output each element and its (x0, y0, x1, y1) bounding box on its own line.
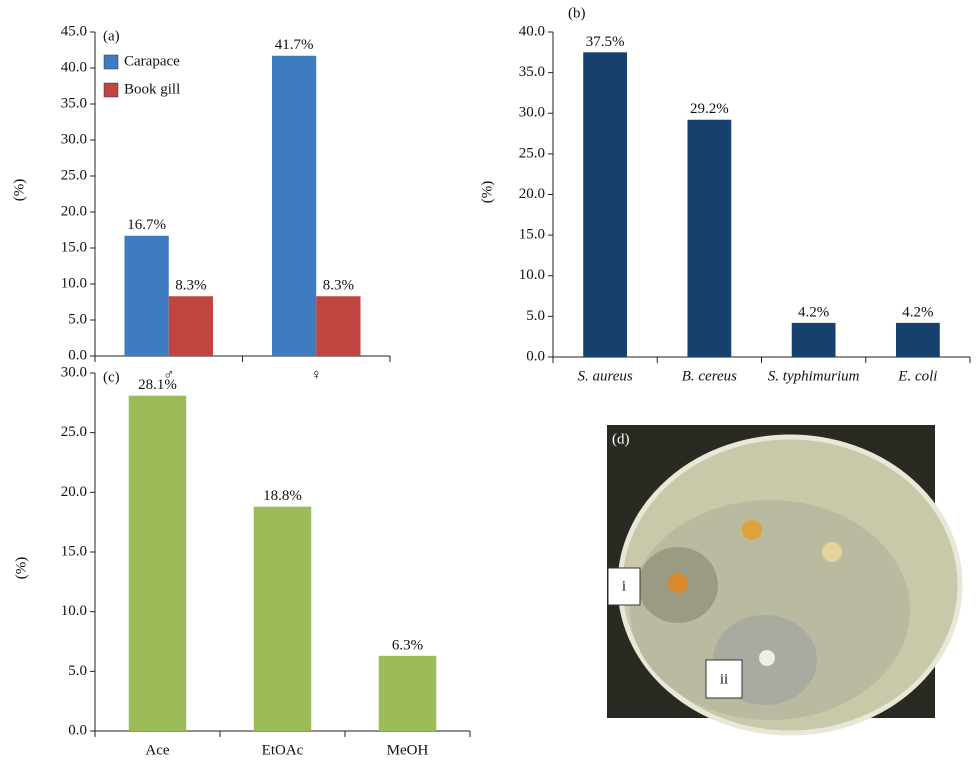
x-tick-label: B. cereus (682, 368, 737, 384)
bar (687, 120, 731, 357)
y-tick-label: 5.0 (68, 663, 87, 679)
bar (896, 323, 940, 357)
x-tick-label: Ace (145, 742, 169, 758)
y-axis-label: (%) (479, 181, 495, 204)
value-label: 8.3% (175, 278, 206, 294)
y-tick-label: 10.0 (61, 275, 87, 291)
y-tick-label: 35.0 (61, 95, 87, 111)
y-tick-label: 20.0 (519, 186, 545, 202)
marker-label: i (622, 578, 626, 594)
value-label: 41.7% (275, 37, 314, 53)
y-tick-label: 30.0 (519, 105, 545, 121)
bar (792, 323, 836, 357)
bar (316, 296, 360, 356)
panel-label: (d) (612, 431, 630, 447)
bar (272, 56, 316, 356)
y-tick-label: 15.0 (519, 227, 545, 243)
disc (668, 573, 688, 593)
y-tick-label: 20.0 (61, 484, 87, 500)
y-tick-label: 5.0 (526, 308, 545, 324)
bar (125, 236, 169, 356)
value-label: 18.8% (263, 488, 302, 504)
y-tick-label: 10.0 (61, 603, 87, 619)
value-label: 16.7% (127, 217, 166, 233)
value-label: 8.3% (323, 278, 354, 294)
y-axis-label: (%) (13, 557, 29, 580)
disc (742, 520, 762, 540)
photo-panel: (d) i ii (607, 425, 960, 733)
disc (822, 542, 842, 562)
x-tick-label: S. aureus (577, 368, 632, 384)
bar (129, 396, 187, 731)
y-tick-label: 0.0 (68, 347, 87, 363)
legend-swatch (104, 55, 118, 69)
x-tick-label: MeOH (387, 742, 429, 758)
y-axis-label: (%) (11, 179, 27, 202)
y-tick-label: 0.0 (526, 348, 545, 364)
y-tick-label: 0.0 (68, 722, 87, 738)
y-tick-label: 45.0 (61, 23, 87, 39)
value-label: 29.2% (690, 101, 729, 117)
marker-label: ii (720, 671, 728, 687)
y-tick-label: 30.0 (61, 364, 87, 380)
y-tick-label: 15.0 (61, 239, 87, 255)
legend-swatch (104, 83, 118, 97)
value-label: 6.3% (392, 637, 423, 653)
panel-label: (c) (103, 369, 120, 385)
x-tick-label: E. coli (897, 368, 937, 384)
y-tick-label: 25.0 (519, 145, 545, 161)
bar (169, 296, 213, 356)
y-tick-label: 40.0 (519, 23, 545, 39)
value-label: 28.1% (138, 377, 177, 393)
y-tick-label: 15.0 (61, 543, 87, 559)
x-tick-label: S. typhimurium (768, 368, 860, 384)
figure: (d) i ii 0.0 5.0 10.0 15.0 20.0 25.0 30.0 35.0 4… (0, 0, 976, 765)
y-tick-label: 30.0 (61, 131, 87, 147)
y-tick-label: 35.0 (519, 64, 545, 80)
y-tick-label: 10.0 (519, 267, 545, 283)
y-tick-label: 20.0 (61, 203, 87, 219)
bar (583, 52, 627, 357)
bar (379, 656, 437, 731)
legend-label: Book gill (124, 81, 180, 97)
value-label: 37.5% (586, 34, 625, 50)
panel-label: (b) (568, 5, 586, 21)
y-tick-label: 25.0 (61, 424, 87, 440)
y-tick-label: 40.0 (61, 59, 87, 75)
legend-label: Carapace (124, 53, 180, 69)
x-tick-label: EtOAc (262, 742, 304, 758)
y-tick-label: 5.0 (68, 311, 87, 327)
value-label: 4.2% (798, 304, 829, 320)
bar (254, 507, 312, 731)
panel-label: (a) (103, 28, 120, 44)
value-label: 4.2% (902, 304, 933, 320)
disc (759, 650, 775, 666)
y-tick-label: 25.0 (61, 167, 87, 183)
x-tick-label: ♀ (311, 367, 322, 383)
